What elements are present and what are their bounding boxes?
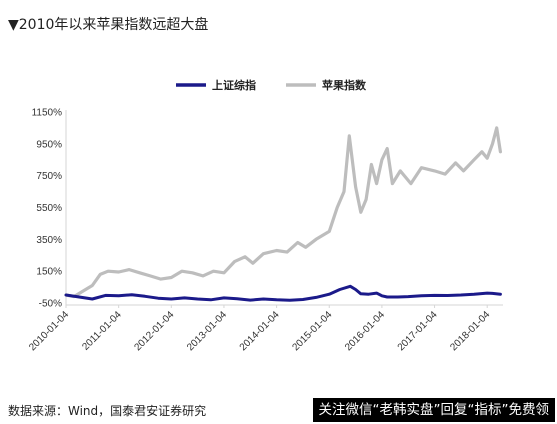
legend: 上证综指 苹果指数 xyxy=(176,78,367,92)
y-axis: 1150% 950% 750% 550% 350% 150% -50% xyxy=(32,108,67,310)
source-note: 数据来源：Wind，国泰君安证券研究 xyxy=(8,404,207,418)
series-line-apple xyxy=(64,126,502,299)
x-tick-label: 2013-01-04 xyxy=(185,309,229,353)
x-tick-label: 2018-01-04 xyxy=(448,309,492,353)
legend-label: 苹果指数 xyxy=(322,78,367,92)
promo-banner: 关注微信“老韩实盘”回复“指标”免费领 xyxy=(312,398,555,422)
y-tick-label: 750% xyxy=(36,171,62,182)
series-line-shanghai xyxy=(64,284,502,302)
y-tick-label: 150% xyxy=(36,267,62,278)
x-tick-label: 2010-01-04 xyxy=(27,309,71,353)
plot-area xyxy=(64,126,502,302)
y-tick-label: 1150% xyxy=(32,108,63,119)
y-tick-label: 550% xyxy=(36,203,62,214)
x-tick-label: 2016-01-04 xyxy=(343,309,387,353)
y-tick-label: 350% xyxy=(36,235,62,246)
chart-title: ▼2010年以来苹果指数远超大盘 xyxy=(8,17,209,33)
x-tick-label: 2012-01-04 xyxy=(132,309,176,353)
x-axis: 2010-01-04 2011-01-04 2012-01-04 2013-01-04… xyxy=(27,304,503,353)
y-tick-label: -50% xyxy=(39,299,62,310)
legend-label: 上证综指 xyxy=(212,78,256,92)
x-tick-label: 2015-01-04 xyxy=(290,309,334,353)
x-tick-label: 2017-01-04 xyxy=(396,309,440,353)
x-tick-label: 2011-01-04 xyxy=(80,309,124,353)
y-tick-label: 950% xyxy=(36,139,62,150)
x-tick-label: 2014-01-04 xyxy=(238,309,282,353)
